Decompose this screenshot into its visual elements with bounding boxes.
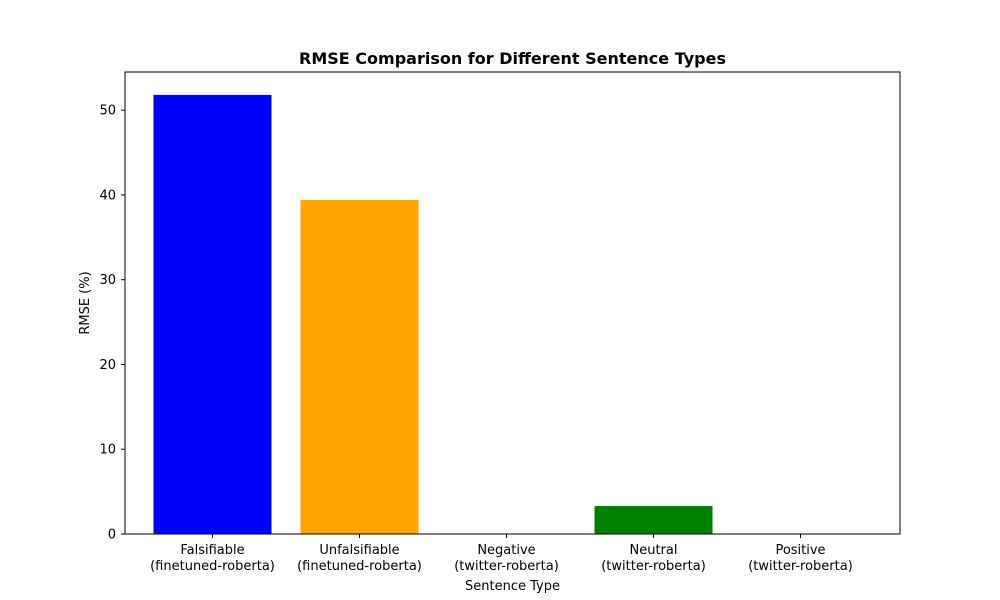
y-tick-label: 30 [99, 273, 116, 288]
y-tick-label: 20 [99, 358, 116, 373]
bar-unfalsifiable [300, 200, 419, 534]
x-tick-label: Falsifiable (finetuned-roberta) [150, 543, 275, 574]
bar-neutral [594, 506, 713, 534]
x-tick-label: Negative (twitter-roberta) [454, 543, 559, 574]
bars-group [153, 94, 713, 534]
y-tick-label: 40 [99, 188, 116, 203]
bar-falsifiable [153, 94, 272, 534]
x-axis: Falsifiable (finetuned-roberta) Unfalsifia… [150, 534, 853, 574]
y-axis-label: RMSE (%) [78, 271, 93, 334]
x-tick-label: Neutral (twitter-roberta) [601, 543, 706, 574]
y-tick-label: 10 [99, 443, 116, 458]
y-tick-label: 0 [108, 528, 116, 543]
chart-title: RMSE Comparison for Different Sentence T… [299, 49, 726, 68]
y-tick-label: 50 [99, 104, 116, 119]
plot-frame [124, 71, 901, 535]
x-tick-label: Unfalsifiable (finetuned-roberta) [297, 543, 422, 574]
x-axis-label: Sentence Type [465, 579, 560, 594]
x-tick-label: Positive (twitter-roberta) [748, 543, 853, 574]
y-axis: 0 10 20 30 40 50 [99, 104, 125, 543]
